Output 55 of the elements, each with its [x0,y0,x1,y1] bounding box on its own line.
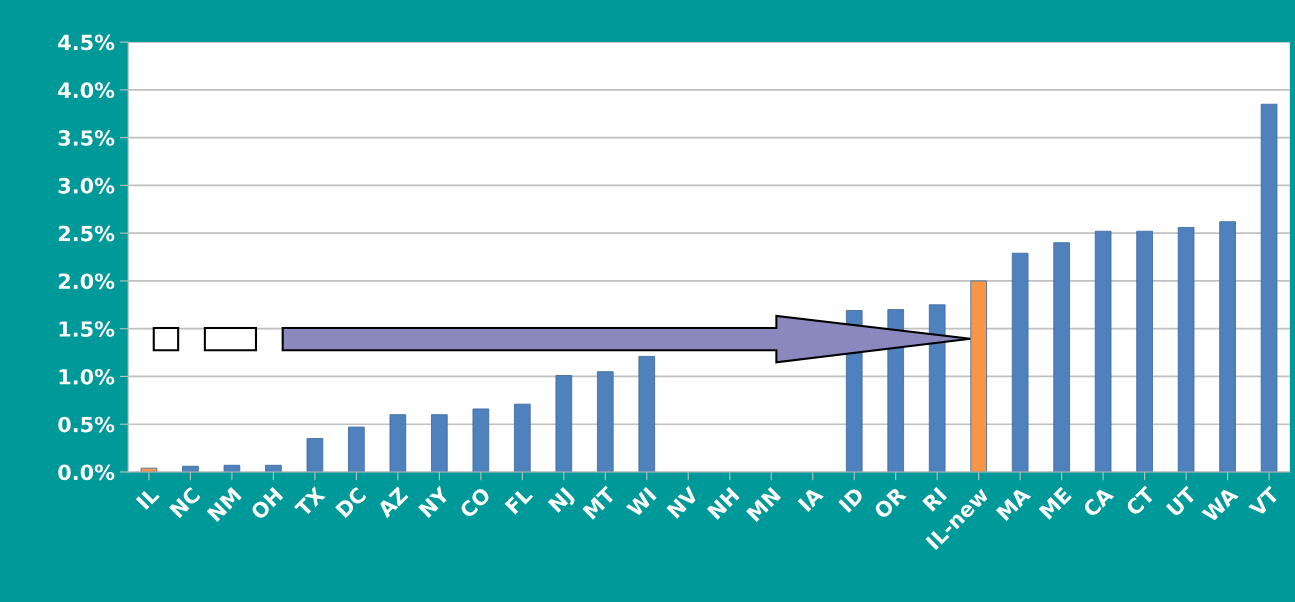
x-tick-label: AZ [376,486,409,519]
bar [638,355,656,472]
bar [1219,221,1236,472]
bar [431,414,448,472]
bar [555,375,573,472]
x-tick-label: OR [872,485,907,520]
bar [472,408,490,472]
bar [306,438,324,472]
x-tick-label: IA [797,485,824,512]
x-tick-label: CT [1124,485,1156,517]
x-tick-label: NM [206,486,242,522]
bar [1053,242,1070,472]
x-tick-label: NV [666,485,700,519]
bar [928,304,946,472]
x-tick-label: ME [1038,486,1072,520]
bar [1011,252,1029,472]
x-tick-label: VT [1248,485,1281,518]
y-tick-label: 0.0% [58,464,115,481]
bar [596,371,614,472]
x-tick-label: MN [746,486,782,522]
y-tick-label: 4.0% [58,82,115,99]
x-tick-label: MA [995,485,1032,522]
y-tick-label: 1.0% [59,368,115,385]
bar [389,414,407,472]
bar [970,280,987,472]
x-tick-label: IL [135,486,160,510]
y-tick-label: 3.5% [58,130,115,146]
x-tick-label: NJ [547,486,577,516]
x-tick-label: UT [1165,485,1198,518]
bar [514,403,531,472]
x-tick-label: ID [838,486,865,513]
x-tick-label: WA [1201,485,1239,523]
bar [140,467,158,472]
x-tick-label: CA [1081,485,1115,519]
bar [1260,103,1278,472]
x-tick-label: NH [706,486,740,520]
x-tick-label: MT [582,485,617,520]
x-tick-label: WI [625,486,657,518]
y-tick-label: 4.5% [58,34,115,51]
x-tick-label: NC [168,486,201,519]
bar [1177,227,1195,472]
x-tick-label: FL [504,486,534,515]
bar [1136,230,1153,472]
y-tick-label: 2.5% [58,225,115,242]
bar [348,426,365,472]
x-tick-label: OH [249,486,284,521]
y-tick-label: 1.5% [59,321,115,337]
x-tick-label: TX [294,485,326,518]
x-tick-label: DC [334,486,367,519]
y-tick-label: 0.5% [58,416,115,433]
y-tick-label: 2.0% [58,273,115,290]
bar [1094,230,1112,472]
x-tick-label: CO [458,486,492,520]
x-tick-label: NY [418,485,451,518]
y-tick-label: 3.0% [58,177,115,194]
